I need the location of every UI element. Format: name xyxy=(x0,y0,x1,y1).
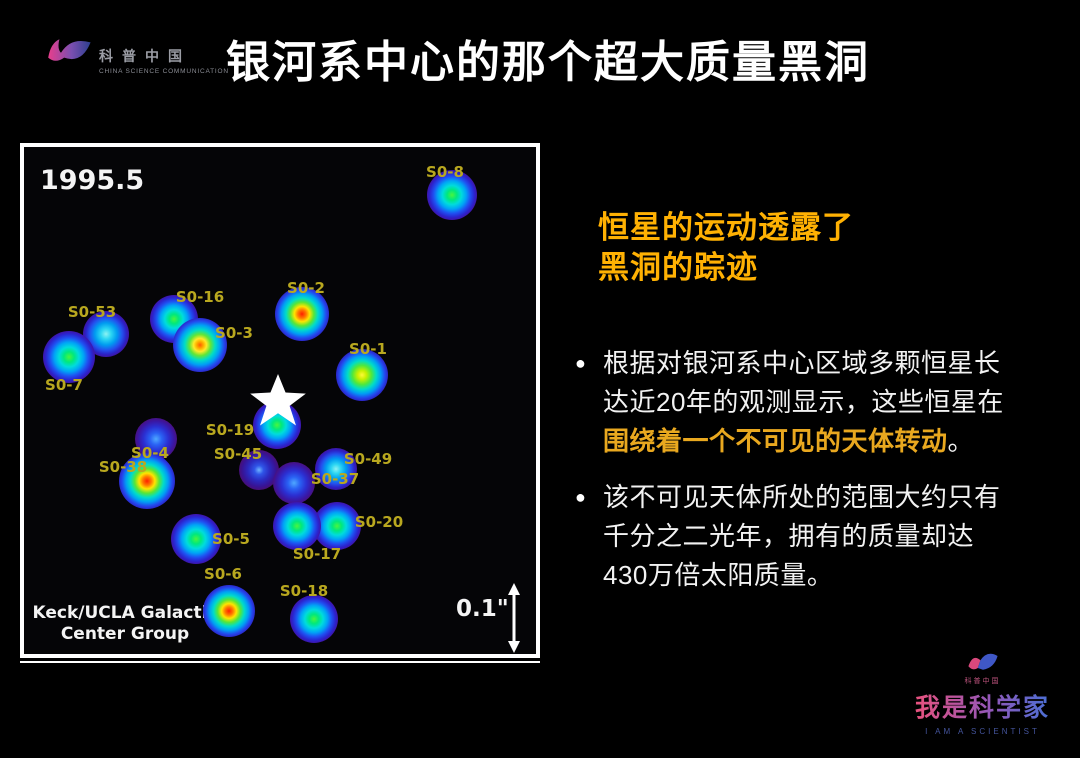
credit-text: Keck/UCLA Galactic Center Group xyxy=(30,603,220,645)
brand-text: 科普中国 CHINA SCIENCE COMMUNICATION xyxy=(99,46,229,75)
star-label-S0-38: S0-38 xyxy=(98,458,148,476)
heading-line-2: 黑洞的踪迹 xyxy=(598,250,758,285)
bullet-2-line-2: 千分之二光年，拥有的质量却达 xyxy=(603,521,975,551)
star-blob-S0-7 xyxy=(43,331,95,383)
star-label-S0-4: S0-4 xyxy=(131,444,169,462)
star-blob-S0-5 xyxy=(171,514,221,564)
star-label-S0-17: S0-17 xyxy=(292,545,342,563)
footer-logo: 科普中国 我是科学家 I AM A SCIENTIST xyxy=(915,650,1050,736)
credit-line-1: Keck/UCLA Galactic xyxy=(32,603,218,623)
bullet-item-1: ● 根据对银河系中心区域多颗恒星长 达近20年的观测显示，这些恒星在 围绕着一个… xyxy=(575,344,1055,461)
butterfly-icon xyxy=(48,39,91,61)
star-blob-S0-45 xyxy=(239,450,279,490)
star-blob-S0-49 xyxy=(315,448,357,490)
bullet-marker-icon: ● xyxy=(575,487,586,507)
star-label-S0-8: S0-8 xyxy=(426,163,464,181)
bullet-2-text: 该不可见天体所处的范围大约只有 千分之二光年，拥有的质量却达 430万倍太阳质量… xyxy=(603,478,1001,595)
page-title: 银河系中心的那个超大质量黑洞 xyxy=(226,38,870,87)
star-label-S0-18: S0-18 xyxy=(279,582,329,600)
epoch-label: 1995.5 xyxy=(40,165,145,196)
star-label-S0-16: S0-16 xyxy=(175,288,225,306)
star-label-S0-45: S0-45 xyxy=(213,445,263,463)
bullet-item-2: ● 该不可见天体所处的范围大约只有 千分之二光年，拥有的质量却达 430万倍太阳… xyxy=(575,478,1055,595)
footer-slogan-cn: 我是科学家 xyxy=(915,688,1050,724)
star-map: 1995.5 Keck/UCLA Galactic Center Group 0… xyxy=(20,143,540,663)
credit-line-2: Center Group xyxy=(60,624,190,644)
star-blob-S0-3 xyxy=(173,318,227,372)
bullet-1-highlight: 围绕着一个不可见的天体转动 xyxy=(603,426,948,456)
heading-line-1: 恒星的运动透露了 xyxy=(598,210,854,245)
section-heading: 恒星的运动透露了 黑洞的踪迹 xyxy=(598,208,854,288)
scale-arrow-icon xyxy=(508,583,520,653)
brand-logo: 科普中国 CHINA SCIENCE COMMUNICATION xyxy=(45,33,229,75)
bullet-1-line-3-suffix: 。 xyxy=(947,426,975,456)
star-blob-S0-17 xyxy=(273,502,321,550)
star-blob-S0-1 xyxy=(336,349,388,401)
butterfly-icon xyxy=(967,653,998,670)
star-label-S0-6: S0-6 xyxy=(204,565,242,583)
star-blob-S0-18 xyxy=(290,595,338,643)
star-label-S0-5: S0-5 xyxy=(212,530,250,548)
brand-name-cn: 科普中国 xyxy=(99,48,191,64)
bullet-1-line-1: 根据对银河系中心区域多颗恒星长 xyxy=(603,348,1001,378)
star-blob-S0-6 xyxy=(203,585,255,637)
star-blob-S0-20 xyxy=(313,502,361,550)
bullet-marker-icon: ● xyxy=(575,353,586,373)
star-blob-S0-8 xyxy=(427,170,477,220)
star-blob-S0-37 xyxy=(273,462,315,504)
footer-brand-cn: 科普中国 xyxy=(964,678,1001,685)
star-label-S0-3: S0-3 xyxy=(215,324,253,342)
footer-slogan-en: I AM A SCIENTIST xyxy=(925,727,1040,736)
bullet-2-line-1: 该不可见天体所处的范围大约只有 xyxy=(603,482,1001,512)
star-label-S0-2: S0-2 xyxy=(287,279,325,297)
star-blob-S0-38 xyxy=(119,453,175,509)
star-label-S0-49: S0-49 xyxy=(343,450,393,468)
brand-name-en: CHINA SCIENCE COMMUNICATION xyxy=(99,68,229,75)
star-label-S0-7: S0-7 xyxy=(45,376,83,394)
bullet-2-line-3: 430万倍太阳质量。 xyxy=(603,560,834,590)
bullet-1-line-2: 达近20年的观测显示，这些恒星在 xyxy=(603,387,1004,417)
star-label-S0-1: S0-1 xyxy=(349,340,387,358)
star-label-S0-19: S0-19 xyxy=(205,421,255,439)
star-label-S0-53: S0-53 xyxy=(67,303,117,321)
scale-label: 0.1" xyxy=(456,596,509,622)
bullet-1-line-3: 围绕着一个不可见的天体转动。 xyxy=(603,422,1004,461)
bullet-1-text: 根据对银河系中心区域多颗恒星长 达近20年的观测显示，这些恒星在 围绕着一个不可… xyxy=(603,344,1004,461)
star-label-S0-37: S0-37 xyxy=(310,470,360,488)
star-blob-S0-2 xyxy=(275,287,329,341)
star-label-S0-20: S0-20 xyxy=(354,513,404,531)
